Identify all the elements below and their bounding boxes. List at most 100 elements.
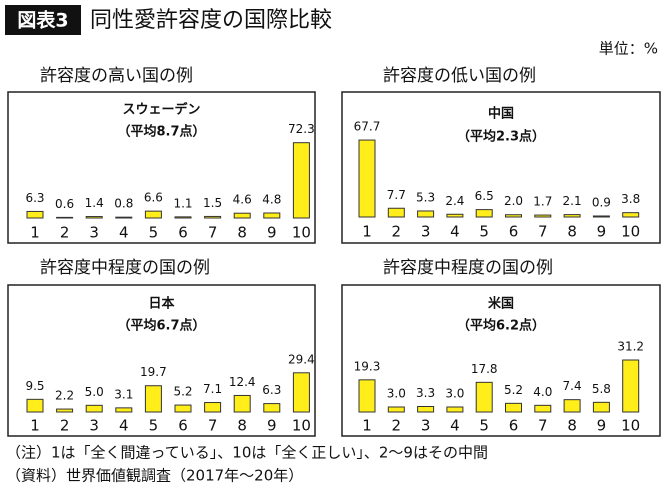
bar <box>505 214 522 218</box>
x-tick-label: 8 <box>567 223 577 241</box>
panel <box>341 91 661 244</box>
x-tick-label: 4 <box>450 417 460 435</box>
value-label: 29.4 <box>288 352 315 366</box>
x-tick-label: 1 <box>30 224 40 242</box>
bar <box>446 406 464 413</box>
x-tick-label: 5 <box>149 224 159 242</box>
bar <box>204 215 222 219</box>
bar <box>387 406 405 413</box>
x-tick-label: 7 <box>538 417 548 435</box>
value-label: 17.8 <box>471 362 498 376</box>
x-tick-label: 5 <box>149 417 159 435</box>
value-label: 72.3 <box>288 122 315 136</box>
x-tick-label: 2 <box>392 417 402 435</box>
value-label: 1.5 <box>203 196 222 210</box>
value-label: 4.6 <box>233 193 252 207</box>
x-tick-label: 8 <box>567 417 577 435</box>
value-label: 67.7 <box>354 120 381 134</box>
x-tick-label: 6 <box>509 417 519 435</box>
section-heading: 許容度中程度の国の例 <box>383 258 553 278</box>
value-label: 1.7 <box>533 195 552 209</box>
x-tick-label: 7 <box>208 417 218 435</box>
bar <box>292 372 310 413</box>
value-label: 5.2 <box>504 383 523 397</box>
x-tick-label: 5 <box>479 223 489 241</box>
bar <box>534 214 552 218</box>
badge-bg <box>5 5 81 35</box>
bar <box>115 407 133 413</box>
bar <box>475 381 493 413</box>
section-heading: 許容度中程度の国の例 <box>40 258 210 278</box>
value-label: 7.4 <box>563 379 582 393</box>
unit: 単位：% <box>599 40 658 58</box>
x-tick-label: 4 <box>450 223 460 241</box>
chart-title: 中国 <box>488 106 514 122</box>
bar <box>417 210 435 218</box>
value-label: 5.2 <box>173 385 192 399</box>
x-tick-label: 1 <box>362 417 372 435</box>
bar <box>115 216 133 219</box>
x-tick-label: 6 <box>509 223 519 241</box>
value-label: 6.3 <box>262 383 281 397</box>
panel <box>341 284 661 437</box>
x-tick-label: 2 <box>60 224 70 242</box>
value-label: 7.1 <box>203 382 222 396</box>
x-tick-label: 1 <box>362 223 372 241</box>
x-tick-label: 10 <box>292 224 311 242</box>
panel <box>7 284 316 437</box>
x-tick-label: 10 <box>621 223 640 241</box>
bar <box>387 207 405 218</box>
note: （資料）世界価値観調査（2017年〜20年） <box>6 467 303 485</box>
bar <box>85 216 103 219</box>
value-label: 5.0 <box>85 385 104 399</box>
section-heading: 許容度の高い国の例 <box>40 66 193 86</box>
value-label: 3.0 <box>387 387 406 401</box>
bar <box>56 216 74 219</box>
section-heading: 許容度の低い国の例 <box>383 66 536 86</box>
bar <box>446 213 464 218</box>
badge: 図表3 <box>17 9 68 32</box>
x-tick-label: 3 <box>421 223 431 241</box>
value-label: 9.5 <box>25 379 44 393</box>
x-tick-label: 7 <box>538 223 548 241</box>
value-label: 1.4 <box>85 196 104 210</box>
value-label: 7.7 <box>387 188 406 202</box>
bar <box>292 142 310 219</box>
x-tick-label: 6 <box>178 417 188 435</box>
note: （注）1は「全く間違っている」、10は「全く正しい」、2〜9はその中間 <box>6 444 488 462</box>
x-tick-label: 4 <box>119 224 129 242</box>
bar <box>563 399 581 413</box>
x-tick-label: 10 <box>292 417 311 435</box>
value-label: 0.9 <box>592 195 611 209</box>
x-tick-label: 8 <box>237 224 247 242</box>
value-label: 2.2 <box>55 389 74 403</box>
x-tick-label: 9 <box>267 417 277 435</box>
chart-title: 日本 <box>148 296 174 312</box>
value-label: 2.1 <box>563 194 582 208</box>
bar <box>144 385 162 413</box>
value-label: 12.4 <box>229 375 256 389</box>
value-label: 6.6 <box>144 191 163 205</box>
value-label: 0.6 <box>55 197 74 211</box>
value-label: 19.7 <box>140 365 167 379</box>
bar <box>592 401 610 413</box>
bar <box>534 404 552 413</box>
chart-subtitle: （平均6.7点） <box>117 318 205 334</box>
x-tick-label: 7 <box>208 224 218 242</box>
x-tick-label: 9 <box>267 224 277 242</box>
value-label: 4.0 <box>533 385 552 399</box>
x-tick-label: 9 <box>597 223 607 241</box>
value-label: 6.3 <box>25 191 44 205</box>
x-tick-label: 1 <box>30 417 40 435</box>
bar <box>358 379 376 413</box>
bar <box>622 212 640 218</box>
x-tick-label: 10 <box>621 417 640 435</box>
value-label: 3.8 <box>621 192 640 206</box>
value-label: 4.8 <box>262 193 281 207</box>
x-tick-label: 4 <box>119 417 129 435</box>
bar <box>475 209 493 218</box>
bar <box>204 402 222 413</box>
x-tick-label: 2 <box>60 417 70 435</box>
value-label: 5.3 <box>416 190 435 204</box>
